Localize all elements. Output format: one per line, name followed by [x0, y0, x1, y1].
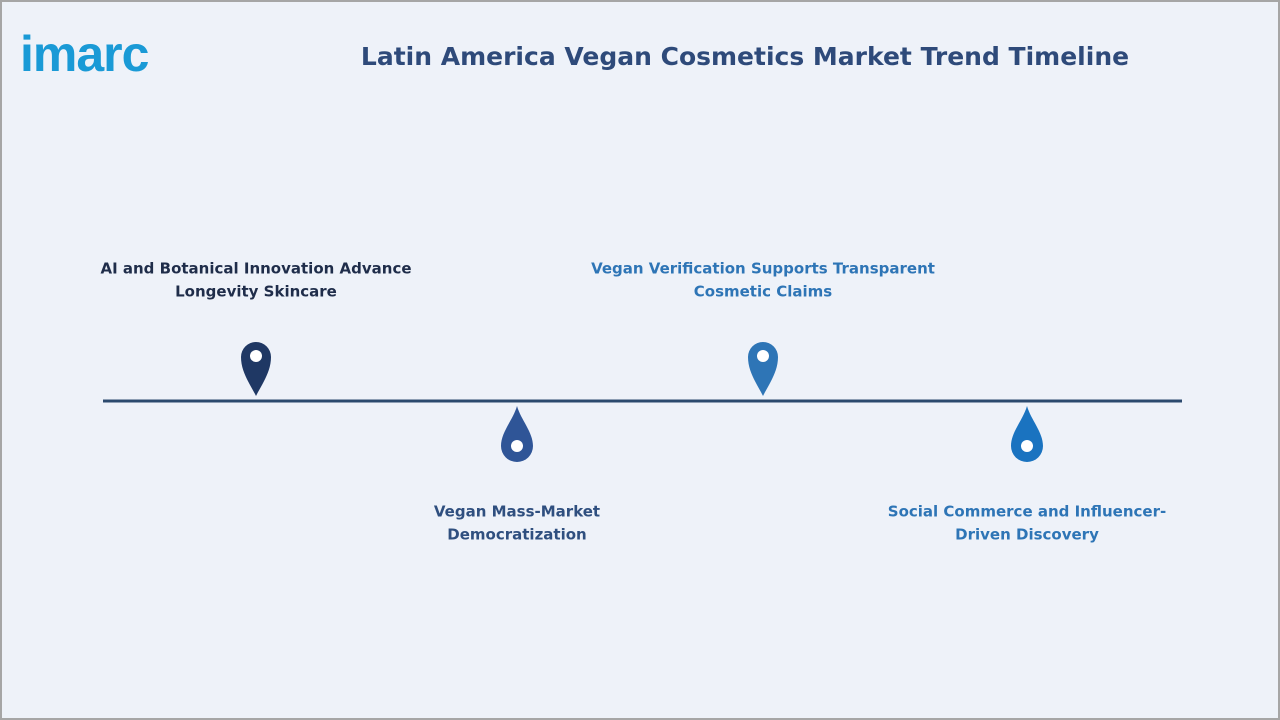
item-label: Cosmetic Claims [694, 283, 833, 301]
drop-marker [501, 406, 533, 462]
timeline-item: Vegan Mass-Market Democratization [434, 406, 600, 544]
item-label: Vegan Mass-Market [434, 503, 600, 521]
pin-marker [748, 342, 778, 396]
drop-hole [511, 440, 523, 452]
drop-marker [1011, 406, 1043, 462]
item-label: Social Commerce and Influencer- [888, 503, 1166, 521]
logo: imarc [20, 26, 149, 82]
item-label: Longevity Skincare [175, 283, 337, 301]
timeline-item: AI and Botanical Innovation Advance Longe… [100, 260, 412, 396]
timeline-items: AI and Botanical Innovation Advance Longe… [100, 260, 1166, 544]
item-label: AI and Botanical Innovation Advance [100, 260, 411, 278]
title: Latin America Vegan Cosmetics Market Tre… [361, 42, 1129, 71]
timeline-item: Vegan Verification Supports Transparent C… [591, 260, 935, 396]
item-label: Driven Discovery [955, 526, 1099, 544]
pin-hole [250, 350, 262, 362]
item-label: Democratization [447, 526, 586, 544]
pin-marker [241, 342, 271, 396]
item-label: Vegan Verification Supports Transparent [591, 260, 935, 278]
timeline-item: Social Commerce and Influencer- Driven Di… [888, 406, 1166, 544]
pin-hole [757, 350, 769, 362]
drop-hole [1021, 440, 1033, 452]
